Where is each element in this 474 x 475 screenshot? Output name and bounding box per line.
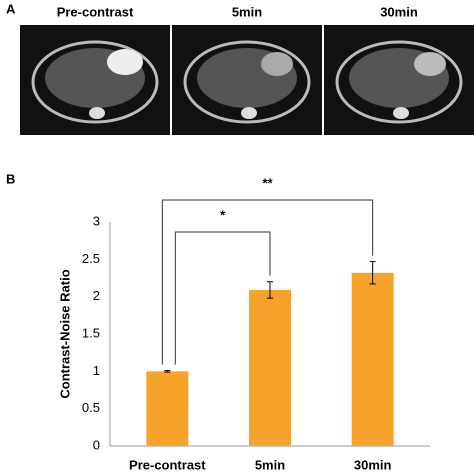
image-title: 30min [380, 4, 418, 19]
y-tick-label: 2.5 [82, 251, 100, 266]
bar [351, 272, 394, 446]
y-tick-label: 0 [93, 437, 100, 452]
significance-bracket [174, 231, 271, 365]
x-tick-label: 30min [354, 457, 392, 472]
y-tick-label: 1.5 [82, 325, 100, 340]
y-axis-label: Contrast-Noise Ratio [57, 269, 72, 398]
y-tick-label: 2 [93, 288, 100, 303]
y-tick-label: 3 [93, 213, 100, 228]
y-tick-label: 1 [93, 363, 100, 378]
mri-images [20, 25, 474, 135]
image-title: 5min [232, 4, 262, 19]
significance-bracket [161, 199, 374, 365]
bar [249, 289, 291, 446]
significance-label: * [220, 207, 226, 222]
significance-label: ** [262, 175, 273, 190]
x-tick-label: Pre-contrast [129, 457, 206, 472]
y-tick-label: 0.5 [82, 400, 100, 415]
image-title: Pre-contrast [57, 4, 134, 19]
x-tick-label: 5min [255, 457, 285, 472]
bar [146, 371, 189, 446]
panel-label: A [6, 1, 16, 16]
panel-label: B [6, 171, 15, 186]
